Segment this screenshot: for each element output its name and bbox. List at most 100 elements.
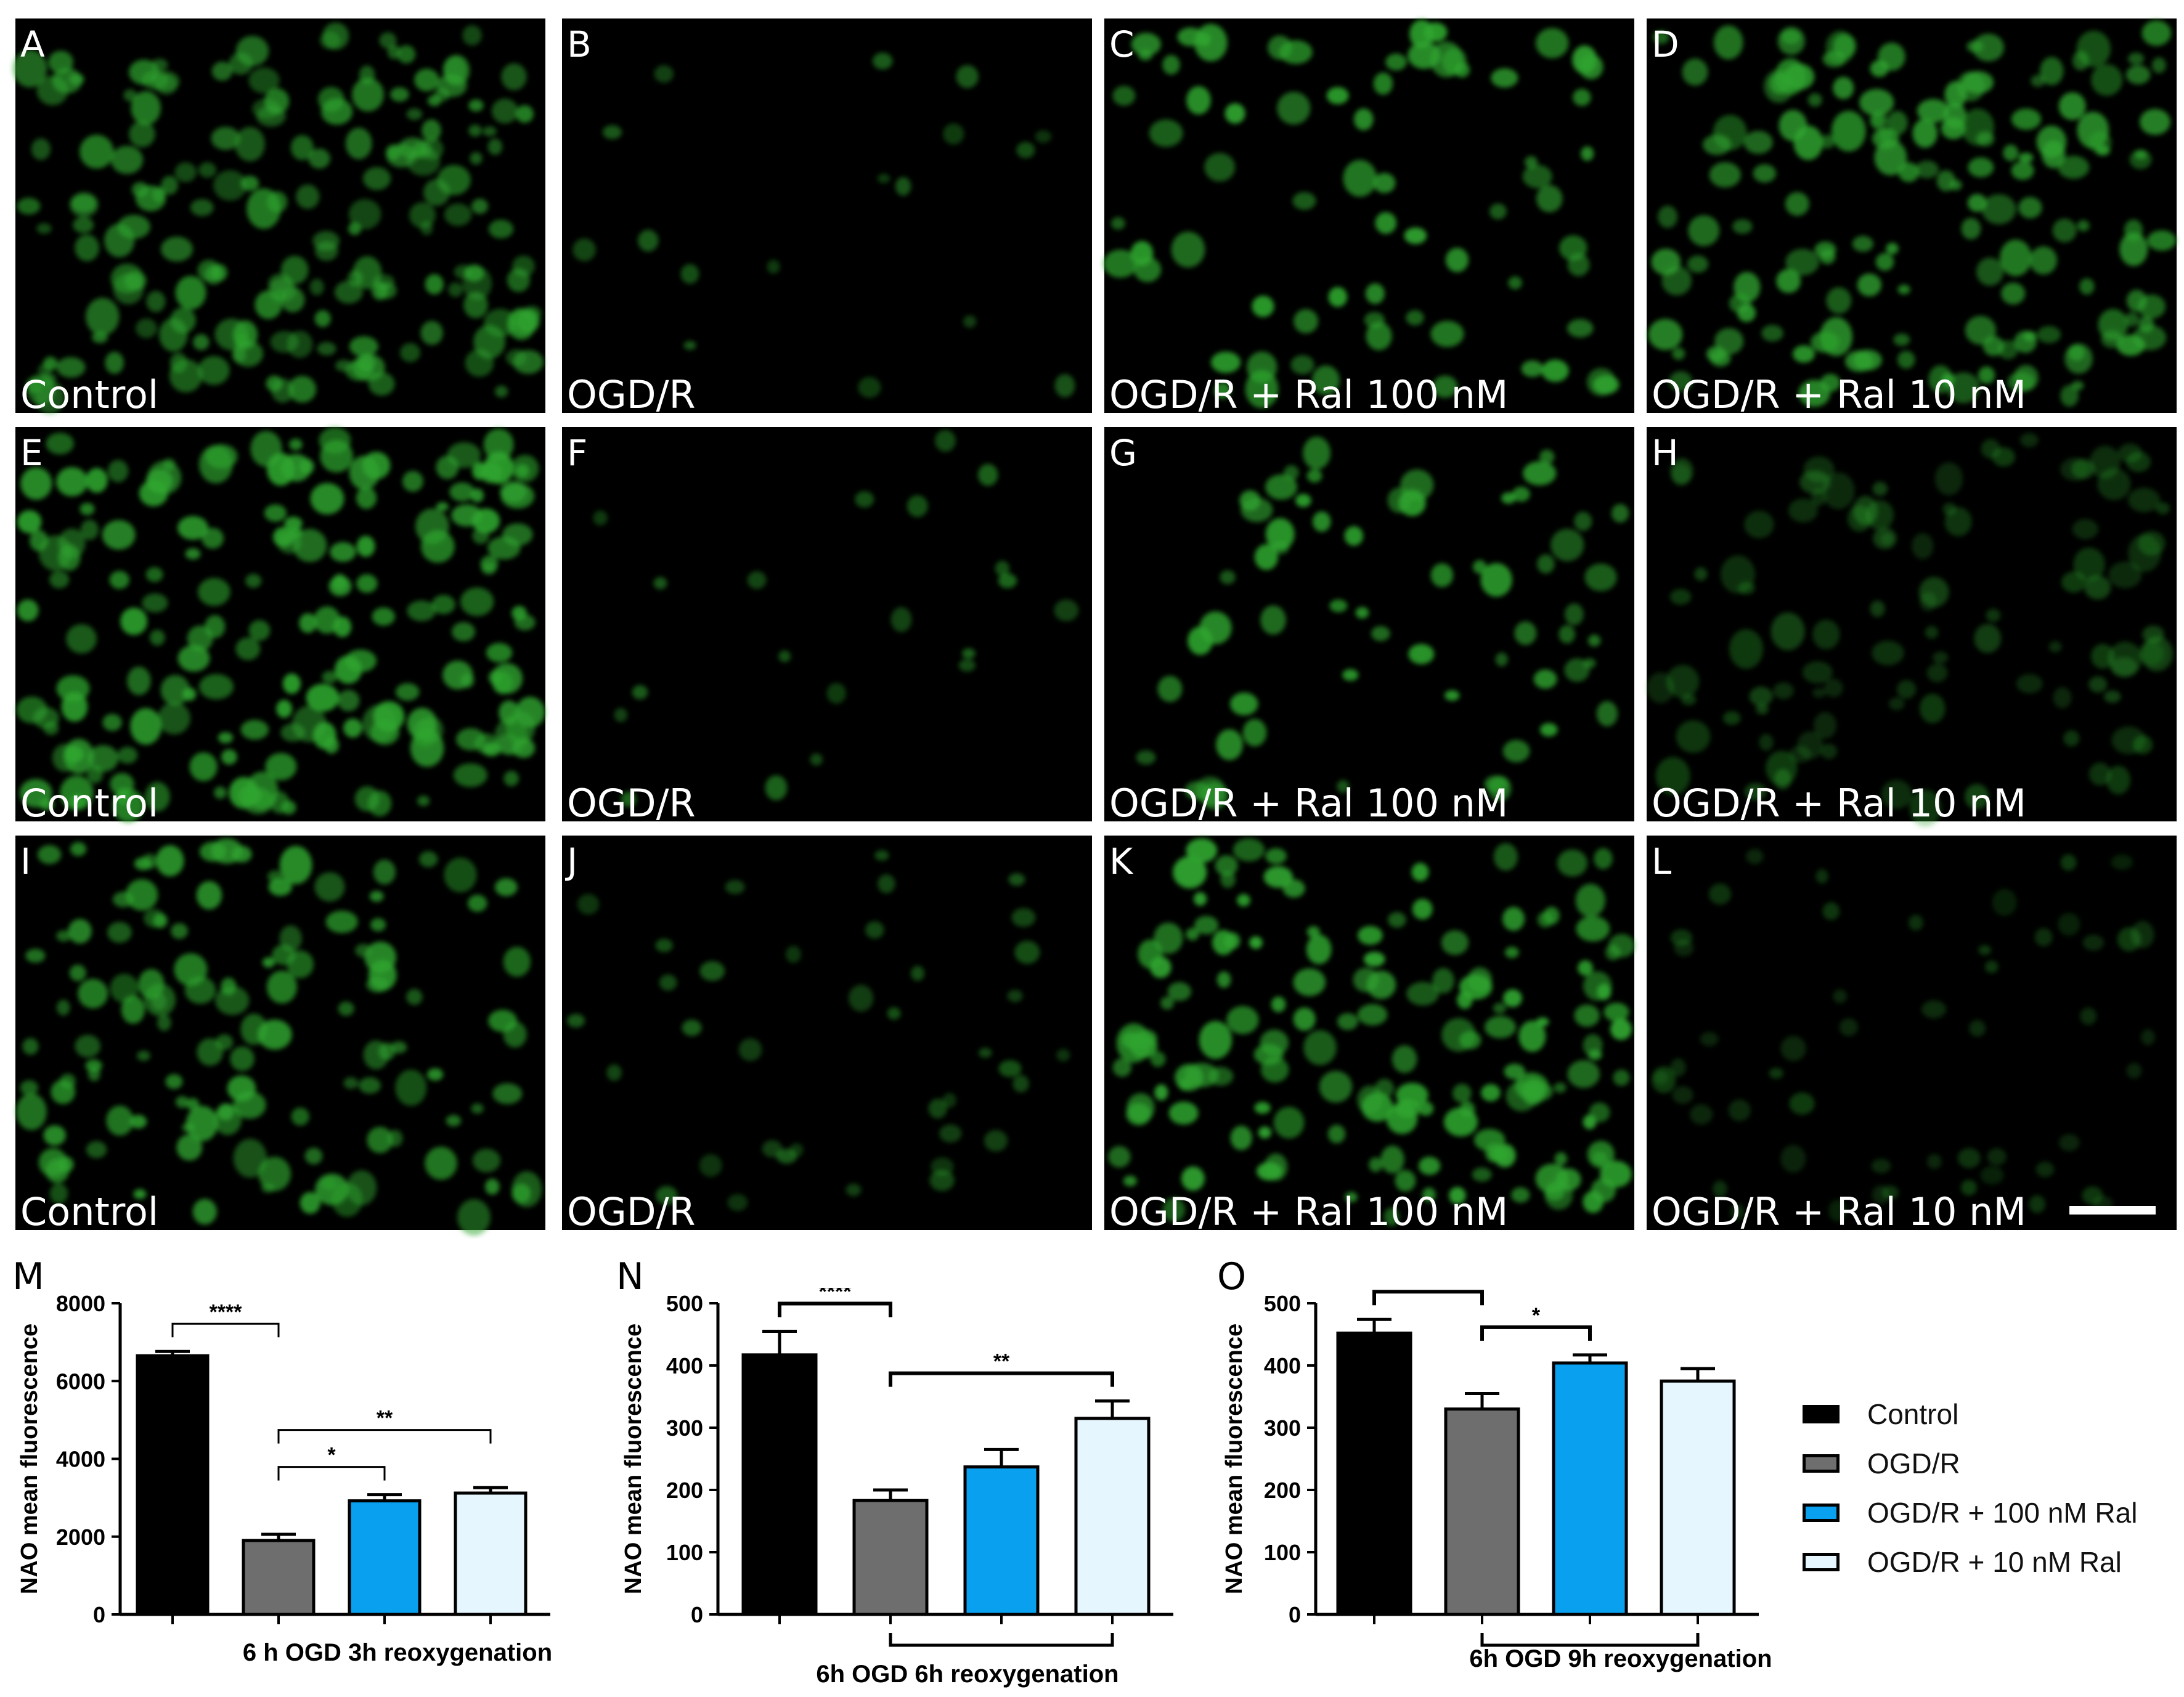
cell-mark <box>1537 554 1555 574</box>
cell-mark <box>1974 624 2002 653</box>
cell-mark <box>1373 72 1393 95</box>
cell-mark <box>865 921 884 939</box>
cell-mark <box>131 182 149 198</box>
cell-mark <box>1404 227 1427 245</box>
cell-mark <box>2147 230 2177 251</box>
cell-mark <box>786 945 801 963</box>
cell-mark <box>1290 355 1314 375</box>
cell-mark <box>1173 856 1207 889</box>
cell-mark <box>2082 1186 2103 1205</box>
cell-mark <box>127 666 151 696</box>
significance-label: ** <box>1420 1288 1436 1292</box>
cell-mark <box>1444 690 1460 701</box>
cell-mark <box>1613 1069 1630 1086</box>
cell-mark <box>75 1035 101 1058</box>
cell-mark <box>2141 20 2171 46</box>
bar <box>454 1491 528 1616</box>
cell-mark <box>1445 248 1469 272</box>
cell-mark <box>1969 1020 1986 1037</box>
cell-mark <box>356 487 377 509</box>
cell-mark <box>2060 854 2077 871</box>
cell-mark <box>102 520 136 550</box>
cell-mark <box>447 442 481 468</box>
cell-mark <box>373 859 396 885</box>
cell-mark <box>216 1034 234 1051</box>
cell-mark <box>487 138 503 155</box>
cell-mark <box>139 480 168 507</box>
cell-mark <box>656 1186 678 1205</box>
cell-mark <box>1594 848 1613 869</box>
cell-mark <box>279 845 312 884</box>
cell-mark <box>130 708 162 745</box>
cell-mark <box>214 786 227 799</box>
cell-mark <box>1484 775 1509 792</box>
cell-mark <box>352 256 382 290</box>
cell-mark <box>1756 704 1769 715</box>
cell-mark <box>2076 30 2111 67</box>
cell-mark <box>1247 351 1277 383</box>
cell-mark <box>1541 359 1569 382</box>
cell-mark <box>56 467 88 497</box>
cell-mark <box>161 237 193 262</box>
cell-mark <box>1508 276 1522 290</box>
y-tick-label: 300 <box>666 1415 703 1441</box>
cell-mark <box>1171 231 1205 268</box>
cell-mark <box>1366 322 1392 351</box>
cell-mark <box>1819 249 1836 264</box>
cell-mark <box>17 197 41 215</box>
cell-mark <box>1523 461 1557 486</box>
cell-mark <box>495 878 518 897</box>
panel-letter: B <box>567 23 592 65</box>
cell-mark <box>268 274 293 293</box>
legend-item-ogdr: OGD/R <box>1803 1445 1960 1482</box>
cell-mark <box>1968 157 1994 177</box>
cell-mark <box>1224 103 1245 124</box>
cell-mark <box>1112 1058 1132 1077</box>
cell-mark <box>425 274 444 295</box>
cell-mark <box>1669 371 1693 392</box>
cell-mark <box>1744 783 1767 800</box>
cell-mark <box>444 203 472 226</box>
cell-mark <box>232 347 247 363</box>
cell-mark <box>282 673 301 694</box>
y-tick-label: 6000 <box>56 1369 105 1394</box>
cell-mark <box>196 881 222 910</box>
cell-mark <box>1653 1070 1669 1085</box>
cell-mark <box>185 548 201 560</box>
cell-mark <box>511 1171 542 1208</box>
panel-label: OGD/R <box>567 1189 696 1234</box>
cell-mark <box>1839 1018 1858 1036</box>
cell-mark <box>129 1115 147 1129</box>
cell-mark <box>1260 1029 1289 1056</box>
cell-mark <box>314 606 341 634</box>
cell-mark <box>1112 86 1136 106</box>
cell-mark <box>79 503 95 515</box>
cell-mark <box>1769 1068 1783 1079</box>
cell-mark <box>1361 1092 1393 1122</box>
cell-mark <box>1927 1154 1942 1170</box>
cell-mark <box>217 1103 234 1121</box>
cell-mark <box>2126 290 2147 312</box>
panel-label: OGD/R + Ral 100 nM <box>1109 1189 1508 1234</box>
cell-mark <box>240 720 269 740</box>
cell-mark <box>1188 626 1213 655</box>
panel-letter: K <box>1109 840 1134 882</box>
y-tick-label: 400 <box>666 1353 703 1378</box>
cell-mark <box>420 221 433 235</box>
panel-letter: F <box>567 432 587 474</box>
cell-mark <box>963 315 977 328</box>
cell-mark <box>1734 272 1761 303</box>
cell-mark <box>449 482 475 502</box>
cell-mark <box>1167 982 1191 1001</box>
cell-mark <box>1168 1101 1199 1125</box>
micrograph-panel: G OGD/R + Ral 100 nM <box>1104 427 1634 826</box>
cell-mark <box>176 1134 203 1161</box>
cell-mark <box>1798 380 1830 407</box>
cell-mark <box>1587 634 1601 647</box>
legend: Control OGD/R OGD/R + 100 nM Ral OGD/R +… <box>1803 1396 2172 1593</box>
y-tick-label: 200 <box>1264 1478 1301 1503</box>
cell-mark <box>1131 33 1161 56</box>
cell-mark <box>1375 212 1397 234</box>
cell-mark <box>402 471 423 492</box>
